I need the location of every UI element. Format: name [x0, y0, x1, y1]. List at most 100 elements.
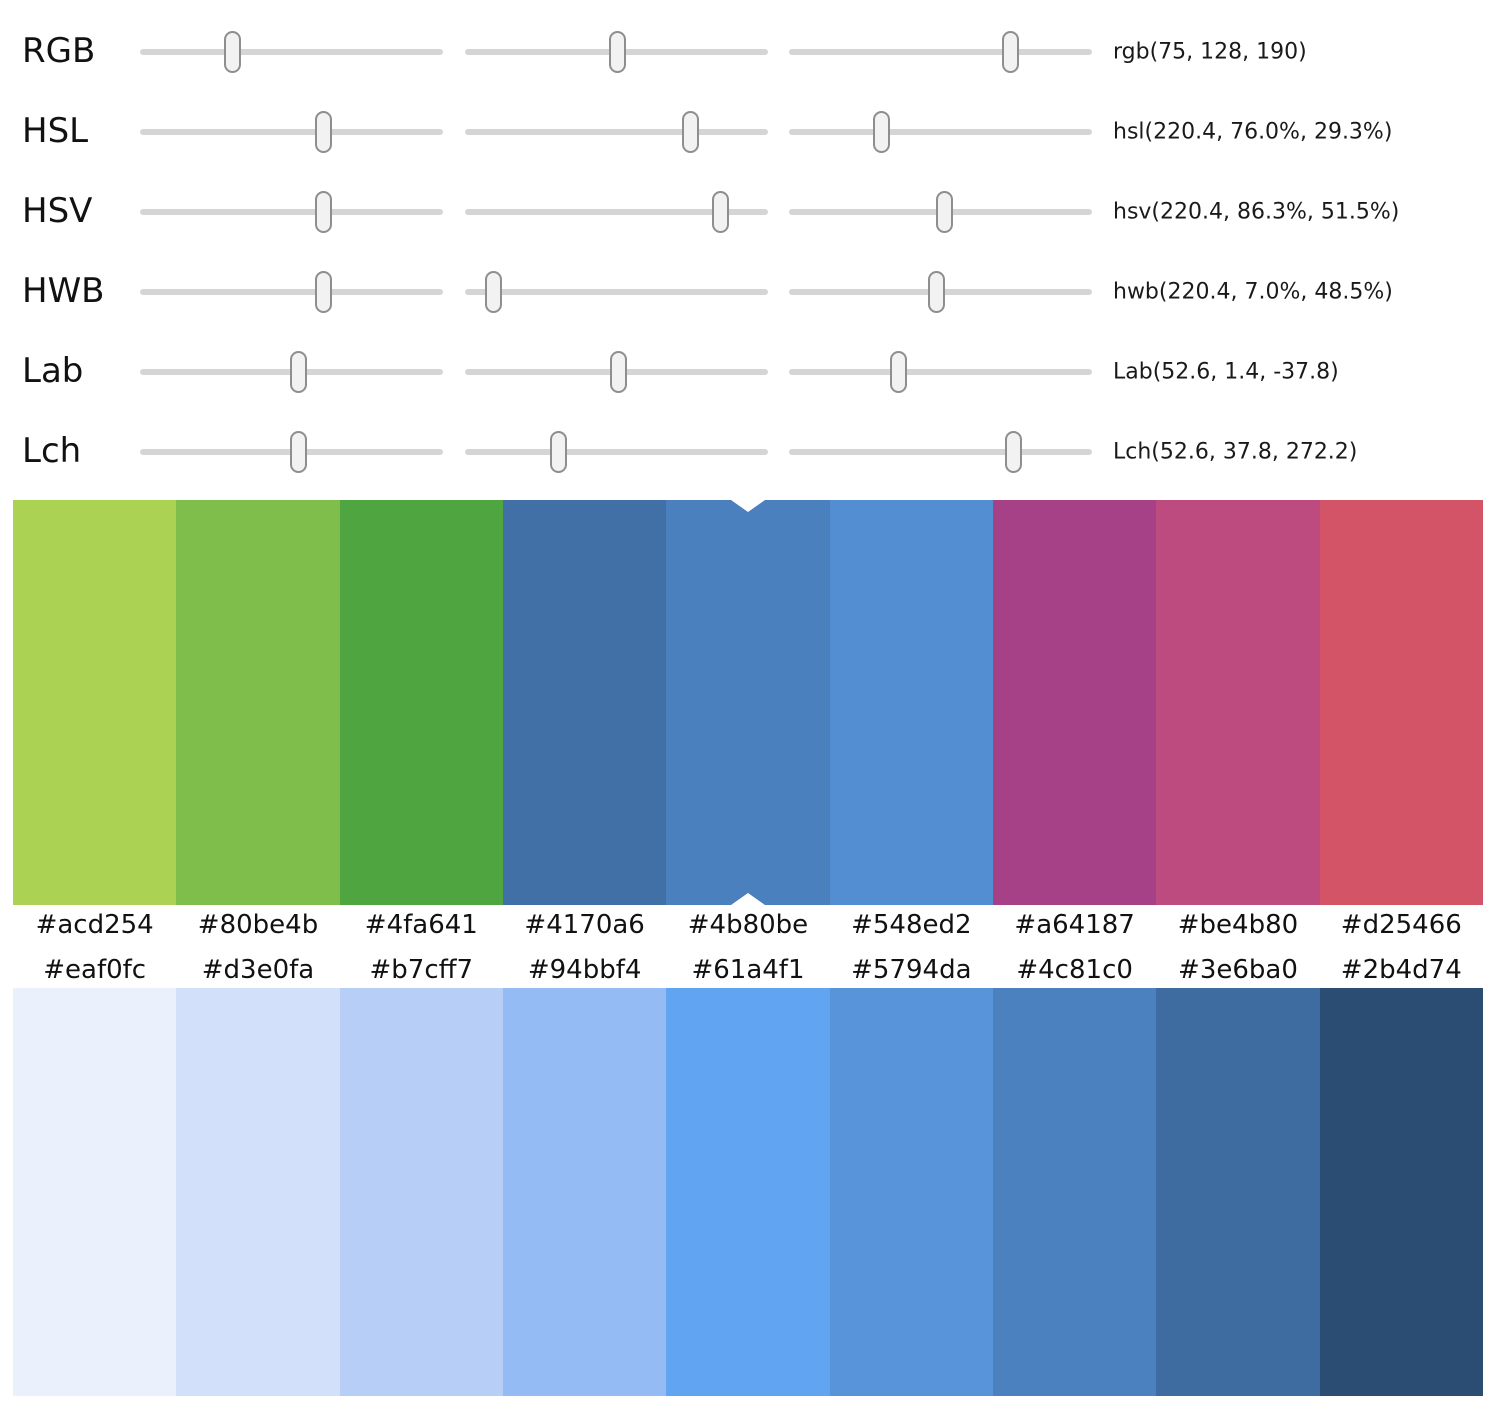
rgb-channel-1-slider[interactable]	[140, 31, 443, 73]
slider-track[interactable]	[465, 129, 768, 135]
lch-channel-3-slider[interactable]	[789, 431, 1092, 473]
slider-thumb[interactable]	[290, 351, 308, 393]
hue-hex-label-3: #4170a6	[524, 910, 645, 940]
hue-swatch-8[interactable]	[1319, 500, 1483, 905]
tone-hex-labels: #eaf0fc #d3e0fa #b7cff7 #94bbf4 #61a4f1 #5794…	[13, 948, 1483, 993]
rgb-value-label: rgb(75, 128, 190)	[1113, 39, 1307, 65]
tone-swatch-4[interactable]	[666, 988, 830, 1396]
slider-thumb[interactable]	[608, 31, 626, 73]
hue-swatch-3[interactable]	[502, 500, 667, 905]
slider-thumb[interactable]	[315, 271, 333, 313]
hsl-channel-2-slider[interactable]	[465, 111, 768, 153]
hsl-value-label: hsl(220.4, 76.0%, 29.3%)	[1113, 119, 1393, 145]
slider-track[interactable]	[140, 49, 443, 55]
hsv-channel-2-slider[interactable]	[465, 191, 768, 233]
hsv-channel-3-slider[interactable]	[789, 191, 1092, 233]
slider-track[interactable]	[789, 449, 1092, 455]
slider-track[interactable]	[789, 129, 1092, 135]
lch-channel-1-slider[interactable]	[140, 431, 443, 473]
slider-thumb[interactable]	[485, 271, 502, 313]
tone-swatch-0[interactable]	[13, 988, 177, 1396]
hue-hex-label-1: #80be4b	[197, 910, 319, 940]
colorspace-label-hwb: HWB	[22, 271, 105, 312]
slider-thumb[interactable]	[1005, 431, 1023, 473]
hue-swatch-6[interactable]	[992, 500, 1157, 905]
slider-thumb[interactable]	[711, 191, 729, 233]
slider-track[interactable]	[465, 289, 768, 295]
hue-hex-label-6: #a64187	[1014, 910, 1135, 940]
hwb-channel-2-slider[interactable]	[465, 271, 768, 313]
lab-channel-2-slider[interactable]	[465, 351, 768, 393]
slider-thumb[interactable]	[1002, 31, 1020, 73]
hue-swatch-1[interactable]	[176, 500, 340, 905]
hue-swatch-2[interactable]	[339, 500, 503, 905]
lch-value-label: Lch(52.6, 37.8, 272.2)	[1113, 439, 1358, 465]
slider-track[interactable]	[140, 129, 443, 135]
lab-value-label: Lab(52.6, 1.4, -37.8)	[1113, 359, 1339, 385]
hue-swatch-7[interactable]	[1156, 500, 1320, 905]
colorspace-label-hsl: HSL	[22, 111, 89, 152]
hwb-value-label: hwb(220.4, 7.0%, 48.5%)	[1113, 279, 1393, 305]
slider-track[interactable]	[789, 369, 1092, 375]
tone-palette-strip	[13, 988, 1483, 1396]
tone-hex-label-7: #3e6ba0	[1178, 955, 1298, 985]
hue-hex-label-2: #4fa641	[364, 910, 478, 940]
slider-thumb[interactable]	[927, 271, 945, 313]
colorspace-label-lab: Lab	[22, 351, 84, 392]
selected-swatch-notch-top-icon	[730, 500, 765, 512]
hue-swatch-5[interactable]	[829, 500, 993, 905]
tone-hex-label-2: #b7cff7	[369, 955, 474, 985]
hsl-channel-1-slider[interactable]	[140, 111, 443, 153]
tone-hex-label-3: #94bbf4	[527, 955, 642, 985]
lch-channel-2-slider[interactable]	[465, 431, 768, 473]
tone-hex-label-4: #61a4f1	[691, 955, 805, 985]
slider-thumb[interactable]	[315, 111, 333, 153]
selected-swatch-notch-bottom-icon	[730, 893, 765, 905]
tone-swatch-3[interactable]	[502, 988, 667, 1396]
lab-channel-1-slider[interactable]	[140, 351, 443, 393]
slider-track[interactable]	[140, 209, 443, 215]
hue-swatch-4[interactable]	[666, 500, 830, 905]
slider-track[interactable]	[465, 209, 768, 215]
rgb-channel-3-slider[interactable]	[789, 31, 1092, 73]
tone-swatch-7[interactable]	[1156, 988, 1320, 1396]
slider-track[interactable]	[789, 49, 1092, 55]
tone-hex-label-6: #4c81c0	[1016, 955, 1133, 985]
tone-hex-label-5: #5794da	[851, 955, 972, 985]
hsl-channel-3-slider[interactable]	[789, 111, 1092, 153]
slider-thumb[interactable]	[315, 191, 333, 233]
hue-swatch-0[interactable]	[13, 500, 177, 905]
slider-track[interactable]	[140, 289, 443, 295]
tone-swatch-5[interactable]	[829, 988, 993, 1396]
hue-hex-label-0: #acd254	[35, 910, 154, 940]
hsv-value-label: hsv(220.4, 86.3%, 51.5%)	[1113, 199, 1400, 225]
hwb-channel-1-slider[interactable]	[140, 271, 443, 313]
slider-thumb[interactable]	[682, 111, 700, 153]
slider-thumb[interactable]	[610, 351, 628, 393]
rgb-channel-2-slider[interactable]	[465, 31, 768, 73]
tone-hex-label-8: #2b4d74	[1340, 955, 1462, 985]
lab-channel-3-slider[interactable]	[789, 351, 1092, 393]
slider-thumb[interactable]	[549, 431, 567, 473]
slider-thumb[interactable]	[224, 31, 242, 73]
hsv-channel-1-slider[interactable]	[140, 191, 443, 233]
colorspace-label-rgb: RGB	[22, 31, 96, 72]
hue-hex-label-8: #d25466	[1340, 910, 1462, 940]
slider-thumb[interactable]	[290, 431, 308, 473]
tone-hex-label-1: #d3e0fa	[201, 955, 315, 985]
hwb-channel-3-slider[interactable]	[789, 271, 1092, 313]
slider-thumb[interactable]	[872, 111, 890, 153]
tone-swatch-2[interactable]	[339, 988, 503, 1396]
tone-swatch-8[interactable]	[1319, 988, 1483, 1396]
hue-hex-label-5: #548ed2	[851, 910, 972, 940]
hue-hex-labels: #acd254 #80be4b #4fa641 #4170a6 #4b80be #548e…	[13, 903, 1483, 948]
slider-thumb[interactable]	[936, 191, 954, 233]
slider-thumb[interactable]	[890, 351, 908, 393]
tone-swatch-6[interactable]	[992, 988, 1157, 1396]
colorspace-label-hsv: HSV	[22, 191, 93, 232]
tone-swatch-1[interactable]	[176, 988, 340, 1396]
hue-hex-label-7: #be4b80	[1177, 910, 1299, 940]
slider-track[interactable]	[465, 449, 768, 455]
colorspace-label-lch: Lch	[22, 431, 82, 472]
